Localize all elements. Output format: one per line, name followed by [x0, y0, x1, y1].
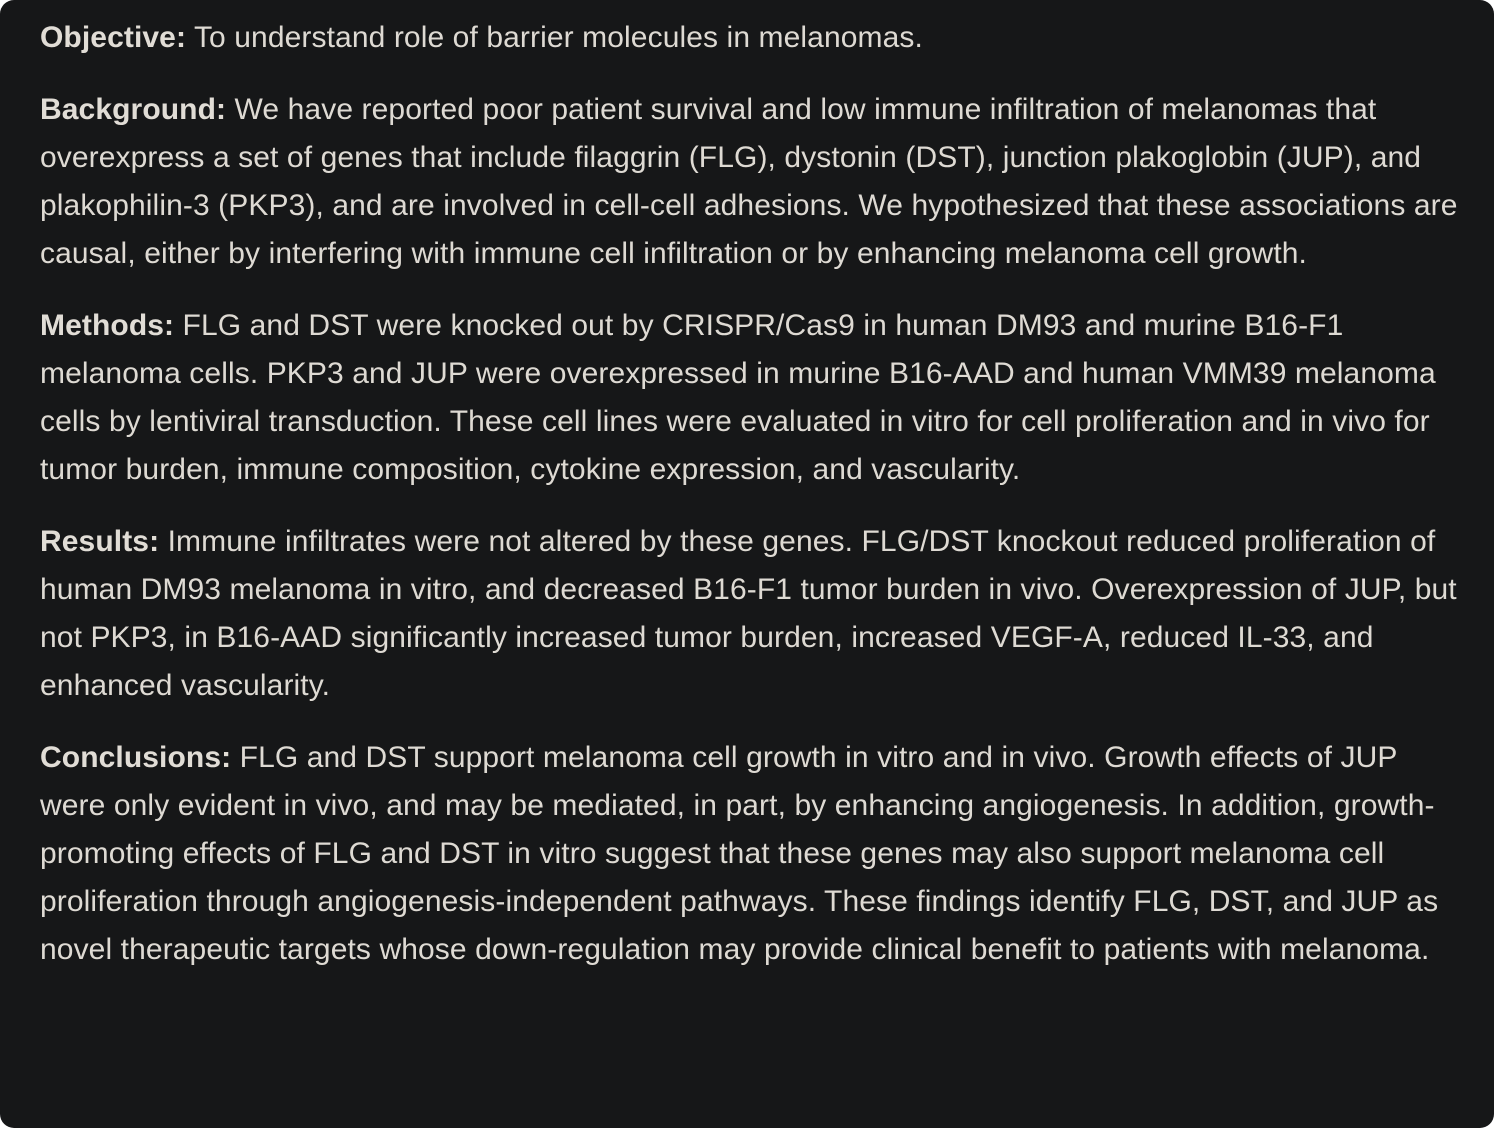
background-text: We have reported poor patient survival a… [40, 93, 1458, 270]
conclusions-label: Conclusions: [40, 741, 232, 774]
results-text: Immune infiltrates were not altered by t… [40, 525, 1457, 702]
objective-label: Objective: [40, 21, 187, 54]
methods-text: FLG and DST were knocked out by CRISPR/C… [40, 309, 1436, 486]
background-label: Background: [40, 93, 227, 126]
objective-text: To understand role of barrier molecules … [186, 21, 923, 54]
background-section: Background: We have reported poor patien… [40, 86, 1464, 278]
results-label: Results: [40, 525, 160, 558]
methods-label: Methods: [40, 309, 175, 342]
objective-section: Objective: To understand role of barrier… [40, 14, 1464, 62]
conclusions-section: Conclusions: FLG and DST support melanom… [40, 734, 1464, 974]
methods-section: Methods: FLG and DST were knocked out by… [40, 302, 1464, 494]
conclusions-text: FLG and DST support melanoma cell growth… [40, 741, 1439, 966]
results-section: Results: Immune infiltrates were not alt… [40, 518, 1464, 710]
